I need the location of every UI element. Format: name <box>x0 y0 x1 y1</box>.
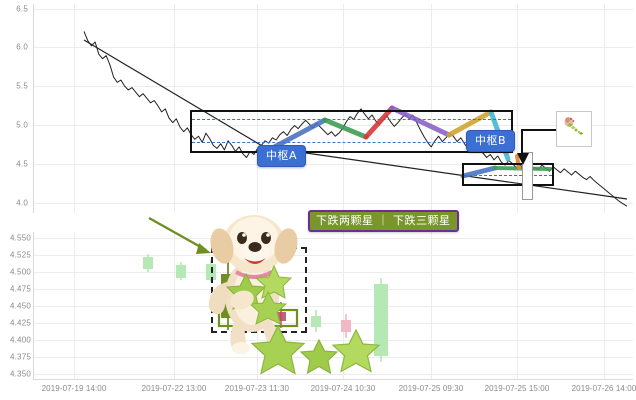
lower-axis-line <box>33 232 34 380</box>
stroke-down-purple <box>389 105 452 138</box>
pattern-callout-line <box>148 216 207 252</box>
vgridline <box>74 4 75 213</box>
puppy-with-stars-mascot <box>194 204 342 364</box>
gridline <box>33 47 633 48</box>
callout-arrow-svg <box>517 153 529 165</box>
pivot-zone-b-box <box>462 163 554 186</box>
star-medium <box>331 328 381 373</box>
gridline <box>33 86 633 87</box>
main-price-panel: 6.5 6.0 5.5 5.0 4.5 4.0 <box>0 0 633 218</box>
mascot-art <box>208 215 298 354</box>
pivot-zone-a-upper-dash <box>192 119 511 120</box>
gridline <box>33 255 633 256</box>
gridline <box>33 203 633 204</box>
main-ytick: 6.5 <box>16 4 28 14</box>
main-ytick: 5.5 <box>16 81 28 91</box>
lower-ytick: 4.525 <box>9 250 31 260</box>
main-y-axis: 6.5 6.0 5.5 5.0 4.5 4.0 <box>0 0 28 218</box>
xtick: 2019-07-19 14:00 <box>41 384 107 393</box>
lower-ytick: 4.475 <box>9 284 31 294</box>
stroke-down-green <box>322 117 369 140</box>
vgridline <box>343 232 344 380</box>
star-small <box>299 338 339 375</box>
pattern-label[interactable]: 下跌两颗星 ｜ 下跌三颗星 <box>308 210 459 232</box>
vgridline <box>174 232 175 380</box>
vgridline <box>517 232 518 380</box>
lower-axis-bottom <box>33 379 633 380</box>
stroke-up-gold <box>446 109 494 138</box>
xtick: 2019-07-24 10:30 <box>310 384 376 393</box>
falling-stars-art <box>250 324 381 375</box>
lower-y-axis: 4.550 4.525 4.500 4.475 4.450 4.425 4.40… <box>0 228 31 379</box>
callout-horizontal-line <box>522 129 556 131</box>
thumbnail-art <box>564 117 584 135</box>
xtick: 2019-07-23 11:30 <box>224 384 290 393</box>
xtick: 2019-07-25 15:00 <box>484 384 550 393</box>
lower-ytick: 4.400 <box>9 335 31 345</box>
callout-vertical-line <box>521 129 523 159</box>
gridline <box>33 306 633 307</box>
gridline <box>33 9 633 10</box>
lower-ytick: 4.550 <box>9 233 31 243</box>
pivot-label-a[interactable]: 中枢A <box>257 145 307 167</box>
main-ytick: 5.0 <box>16 120 28 130</box>
vgridline <box>604 4 605 213</box>
pivot-zone-b-lower-dash <box>464 175 552 176</box>
candle <box>341 314 351 338</box>
pivot-zone-a-lower-dash <box>192 142 511 143</box>
xtick: 2019-07-22 13:00 <box>141 384 207 393</box>
vgridline <box>174 4 175 213</box>
gridline <box>33 357 633 358</box>
candle <box>176 262 186 280</box>
trendline-2 <box>263 146 628 200</box>
pivot-zone-a-box <box>190 110 513 153</box>
vertical-marker-bar <box>522 152 533 200</box>
gridline <box>33 323 633 324</box>
stroke-up-blue-2 <box>460 165 498 179</box>
gridline <box>33 272 633 273</box>
xtick: 2019-07-26 14:00 <box>571 384 636 393</box>
main-ytick: 4.0 <box>16 198 28 208</box>
pattern-thumbnail[interactable] <box>556 111 592 147</box>
vgridline <box>517 4 518 213</box>
trendline-1 <box>83 39 265 148</box>
gridline <box>33 289 633 290</box>
main-plot-area <box>33 4 633 213</box>
candle <box>143 254 153 272</box>
stroke-marker-orange <box>515 154 521 170</box>
lower-ytick: 4.500 <box>9 267 31 277</box>
stroke-up-red <box>363 105 395 140</box>
lower-ytick: 4.450 <box>9 301 31 311</box>
lower-ytick: 4.350 <box>9 369 31 379</box>
vgridline <box>343 4 344 213</box>
candle <box>311 310 321 332</box>
main-ytick: 4.5 <box>16 159 28 169</box>
lower-ytick: 4.425 <box>9 318 31 328</box>
gridline <box>33 238 633 239</box>
vgridline <box>74 232 75 380</box>
vgridline <box>431 232 432 380</box>
vgridline <box>257 4 258 213</box>
lower-ytick: 4.375 <box>9 352 31 362</box>
gridline <box>33 340 633 341</box>
pattern-callout-arrow <box>196 243 211 254</box>
vgridline <box>604 232 605 380</box>
pivot-label-b[interactable]: 中枢B <box>466 130 516 152</box>
lower-x-axis: 2019-07-19 14:00 2019-07-22 13:00 2019-0… <box>33 384 636 400</box>
vgridline <box>431 4 432 213</box>
falling-stars <box>250 322 381 382</box>
main-ytick: 6.0 <box>16 42 28 52</box>
main-axis-line <box>33 4 34 213</box>
xtick: 2019-07-25 09:30 <box>398 384 464 393</box>
star-large <box>250 324 306 375</box>
gridline <box>33 164 633 165</box>
gridline <box>33 374 633 375</box>
candle <box>374 278 388 362</box>
